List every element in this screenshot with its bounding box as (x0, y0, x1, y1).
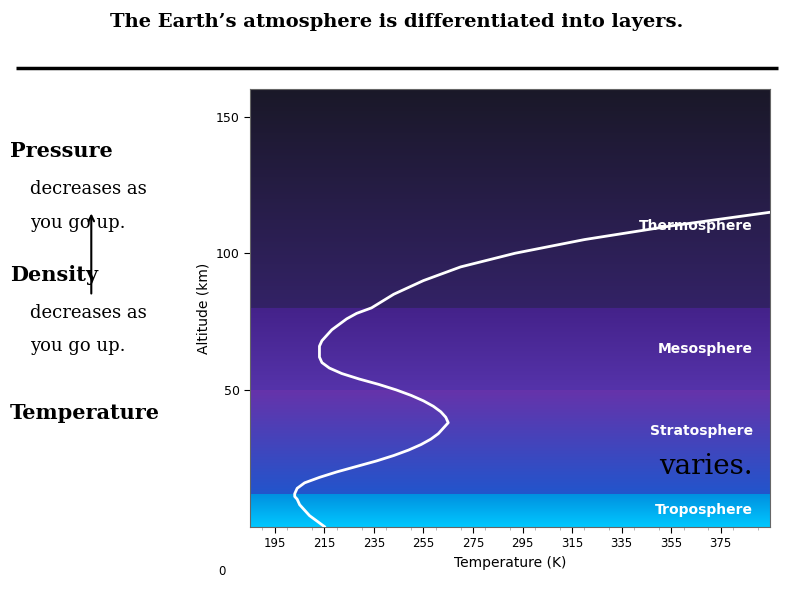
Text: Troposphere: Troposphere (655, 503, 753, 517)
Text: decreases as: decreases as (30, 304, 147, 322)
Text: Stratosphere: Stratosphere (649, 424, 753, 438)
Text: The Earth’s atmosphere is differentiated into layers.: The Earth’s atmosphere is differentiated… (110, 12, 684, 31)
Text: 0: 0 (218, 565, 225, 578)
Text: Pressure: Pressure (10, 141, 113, 161)
Text: Mesosphere: Mesosphere (658, 342, 753, 356)
Text: you go up.: you go up. (30, 337, 125, 355)
Text: you go up.: you go up. (30, 214, 125, 231)
Y-axis label: Altitude (km): Altitude (km) (196, 262, 210, 353)
X-axis label: Temperature (K): Temperature (K) (454, 556, 566, 569)
Text: varies.: varies. (659, 453, 753, 480)
Text: decreases as: decreases as (30, 180, 147, 198)
Text: Temperature: Temperature (10, 403, 160, 423)
Text: Thermosphere: Thermosphere (639, 219, 753, 233)
Text: Density: Density (10, 265, 98, 285)
